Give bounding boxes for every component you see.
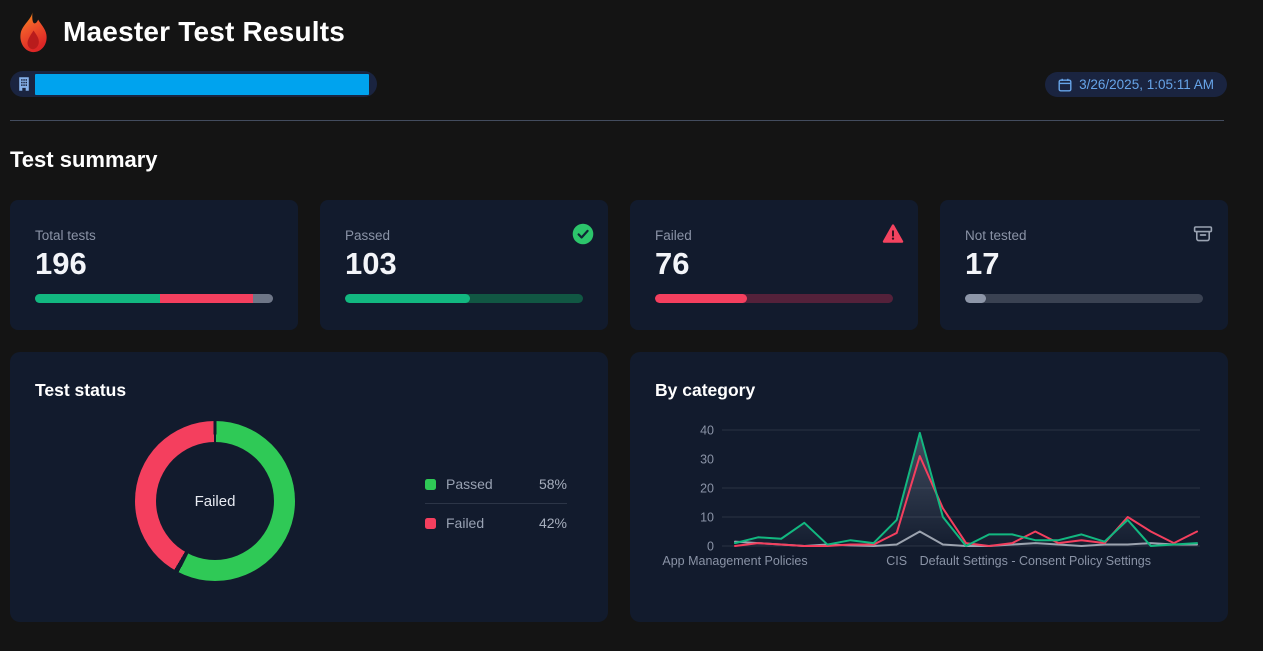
by-category-card: By category 0 10 20 30 40 App Management Poli… — [630, 352, 1228, 622]
header-divider — [10, 120, 1224, 121]
card-not-tested: Not tested 17 — [940, 200, 1228, 330]
by-category-title: By category — [655, 380, 756, 400]
tenant-name-redacted — [35, 73, 369, 95]
card-value: 76 — [655, 246, 690, 281]
report-timestamp: 3/26/2025, 1:05:11 AM — [1079, 77, 1214, 92]
test-status-title: Test status — [35, 380, 127, 400]
failed-swatch — [425, 517, 436, 529]
svg-text:0: 0 — [707, 540, 714, 554]
section-title-test-summary: Test summary — [10, 147, 158, 172]
archive-box-icon — [1193, 226, 1213, 242]
failed-progress-bar — [655, 294, 893, 303]
card-failed: Failed 76 — [630, 200, 918, 330]
donut-center-label: Failed — [194, 492, 236, 510]
passed-swatch — [425, 478, 436, 490]
svg-text:20: 20 — [700, 482, 714, 496]
svg-text:30: 30 — [700, 453, 714, 467]
legend-label: Passed — [446, 476, 493, 492]
svg-text:Default Settings - Consent Pol: Default Settings - Consent Policy Settin… — [920, 554, 1151, 568]
card-value: 103 — [345, 246, 397, 281]
building-icon — [19, 77, 29, 91]
charts-row: Test status Failed Passed 58% Failed 42%… — [10, 352, 1228, 622]
card-total-tests: Total tests 196 — [10, 200, 298, 330]
legend-divider — [425, 503, 567, 504]
warning-triangle-icon — [882, 224, 904, 243]
passed-progress-bar — [345, 294, 583, 303]
legend-percent: 58% — [538, 476, 567, 492]
app-header: Maester Test Results — [16, 8, 345, 56]
total-tests-progress-bar — [35, 294, 273, 303]
check-circle-icon — [572, 223, 594, 245]
tenant-pill — [10, 71, 377, 97]
svg-text:10: 10 — [700, 511, 714, 525]
svg-text:40: 40 — [700, 424, 714, 438]
not-tested-progress-bar — [965, 294, 1203, 303]
card-value: 196 — [35, 246, 87, 281]
legend-item-passed: Passed 58% — [425, 474, 567, 494]
card-value: 17 — [965, 246, 1000, 281]
legend-percent: 42% — [538, 515, 567, 531]
by-category-line-chart[interactable]: 0 10 20 30 40 App Management Policies CIS Defau… — [630, 352, 1228, 622]
svg-text:App Management Policies: App Management Policies — [662, 554, 807, 568]
card-passed: Passed 103 — [320, 200, 608, 330]
legend-label: Failed — [446, 515, 485, 531]
legend-item-failed: Failed 42% — [425, 513, 567, 533]
card-label: Total tests — [35, 228, 96, 243]
test-status-card: Test status Failed Passed 58% Failed 42% — [10, 352, 608, 622]
card-label: Passed — [345, 228, 391, 243]
summary-cards: Total tests 196 Passed 103 Failed 76 Not… — [10, 200, 1228, 330]
test-status-donut-chart[interactable]: Failed — [135, 421, 295, 581]
svg-text:CIS: CIS — [886, 554, 907, 568]
card-label: Failed — [655, 228, 692, 243]
donut-legend: Passed 58% Failed 42% — [425, 474, 567, 533]
card-label: Not tested — [965, 228, 1027, 243]
report-timestamp-badge: 3/26/2025, 1:05:11 AM — [1045, 72, 1227, 97]
calendar-icon — [1058, 78, 1072, 92]
page-title: Maester Test Results — [63, 16, 346, 47]
maester-flame-logo-icon — [20, 10, 47, 53]
